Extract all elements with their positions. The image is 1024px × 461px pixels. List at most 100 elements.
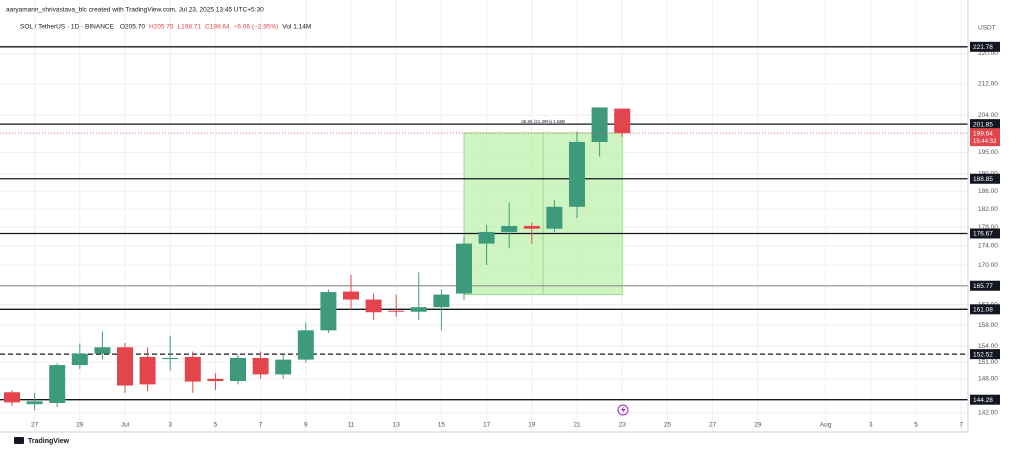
level-label: 188.85 <box>973 176 993 183</box>
level-label: 221.78 <box>973 44 993 51</box>
level-label: 152.52 <box>973 351 993 358</box>
x-tick-label: 5 <box>214 422 218 429</box>
candle-body <box>94 347 111 354</box>
candle-body <box>320 292 337 331</box>
last-price-label: 199.64 <box>973 130 993 137</box>
candle-body <box>569 141 585 207</box>
credit: aaryamann_shrivastava_blc created with T… <box>6 7 264 14</box>
candle-body <box>591 107 608 142</box>
y-tick-label: 142.00 <box>978 410 998 417</box>
x-tick-label: Aug <box>820 422 832 429</box>
range-box-label: 35.56 (21.39%) 1.58B <box>521 119 565 124</box>
x-tick-label: 13 <box>393 422 401 429</box>
x-tick-label: 17 <box>483 422 491 429</box>
candle-body <box>4 392 20 403</box>
candle-body <box>207 378 224 382</box>
level-label-box <box>970 41 1000 52</box>
level-label-box <box>970 349 1000 360</box>
x-tick-label: Jul <box>121 422 130 429</box>
event-bolt <box>621 406 626 414</box>
candle-body <box>433 294 450 308</box>
level-label: 161.08 <box>973 307 993 314</box>
candle-body <box>388 310 405 312</box>
level-label-box <box>970 394 1000 405</box>
x-tick-label: 19 <box>528 422 536 429</box>
legend-value: L198.71 <box>178 24 202 31</box>
candle-body <box>71 353 88 366</box>
x-tick-label: 9 <box>304 422 308 429</box>
candle-body <box>614 108 631 134</box>
legend-value: O205.70 <box>120 24 145 31</box>
level-label: 144.28 <box>973 397 993 404</box>
x-tick-label: 29 <box>76 422 84 429</box>
brand: TradingView <box>28 438 70 445</box>
countdown: 15:44:32 <box>973 139 997 145</box>
currency: USDT <box>978 25 996 32</box>
level-label-box <box>970 304 1000 315</box>
y-tick-label: 158.00 <box>978 322 998 329</box>
candle-body <box>501 225 518 232</box>
x-tick-label: 23 <box>619 422 627 429</box>
y-tick-label: 151.00 <box>978 359 998 366</box>
x-tick-label: 25 <box>664 422 672 429</box>
level-label-box <box>970 119 1000 130</box>
x-tick-label: 29 <box>754 422 762 429</box>
level-label: 201.85 <box>973 121 993 128</box>
plot: 35.56 (21.39%) 1.58B <box>0 46 968 410</box>
candle-body <box>343 291 359 300</box>
brand-logo: TradingView <box>14 437 70 445</box>
x-tick-label: 11 <box>348 422 355 429</box>
candle-body <box>456 243 472 294</box>
last-price-box <box>970 128 1000 147</box>
candle-body <box>252 358 269 375</box>
y-tick-label: 174.00 <box>978 243 998 250</box>
x-tick-label: 7 <box>259 422 263 429</box>
candle-body <box>230 358 246 382</box>
y-tick-label: 170.00 <box>978 262 998 269</box>
x-tick-label: 3 <box>869 422 873 429</box>
candle-body <box>546 206 563 229</box>
candle-body <box>117 347 133 386</box>
event-icon <box>617 404 629 416</box>
y-tick-label: 195.00 <box>978 149 998 156</box>
candle-body <box>297 330 314 360</box>
legend-value: H205.75 <box>149 24 174 31</box>
level-label: 165.77 <box>973 283 993 290</box>
logo-icon <box>14 437 24 444</box>
candle-body <box>275 359 292 375</box>
x-tick-label: 3 <box>168 422 172 429</box>
candle-body <box>162 358 179 360</box>
legend-value: −6.06 (−2.95%) <box>234 24 279 31</box>
level-label-box <box>970 173 1000 184</box>
candle-body <box>184 356 201 382</box>
y-tick-label: 212.00 <box>978 81 998 88</box>
candle-body <box>49 365 66 404</box>
candle-body <box>26 401 43 405</box>
level-label: 176.67 <box>973 231 993 238</box>
x-tick-label: 7 <box>959 422 963 429</box>
y-tick-label: 154.00 <box>978 343 998 350</box>
y-tick-label: 204.00 <box>978 112 998 119</box>
legend-value: C199.64 <box>205 24 230 31</box>
candle-body <box>478 231 495 244</box>
level-label-box <box>970 280 1000 291</box>
y-tick-label: 220.00 <box>978 50 998 57</box>
y-tick-label: 186.00 <box>978 188 998 195</box>
candle-body <box>523 225 540 229</box>
ohlc-legend: O205.70 H205.75 L198.71 C199.64 −6.06 (−2.95… <box>120 24 311 31</box>
x-tick-label: 21 <box>573 422 581 429</box>
candle-body <box>365 299 382 313</box>
legend-value: Vol 1.14M <box>282 24 311 31</box>
x-tick-label: 15 <box>438 422 446 429</box>
y-tick-label: 148.00 <box>978 376 998 383</box>
level-label-box <box>970 228 1000 239</box>
y-tick-label: 178.00 <box>978 224 998 231</box>
symbol-title: SOL / TetherUS · 1D · BINANCE <box>20 24 115 31</box>
y-tick-label: 182.00 <box>978 206 998 213</box>
candle-body <box>139 356 156 385</box>
x-tick-label: 5 <box>914 422 918 429</box>
candle-body <box>410 307 427 312</box>
x-tick-label: 27 <box>709 422 717 429</box>
